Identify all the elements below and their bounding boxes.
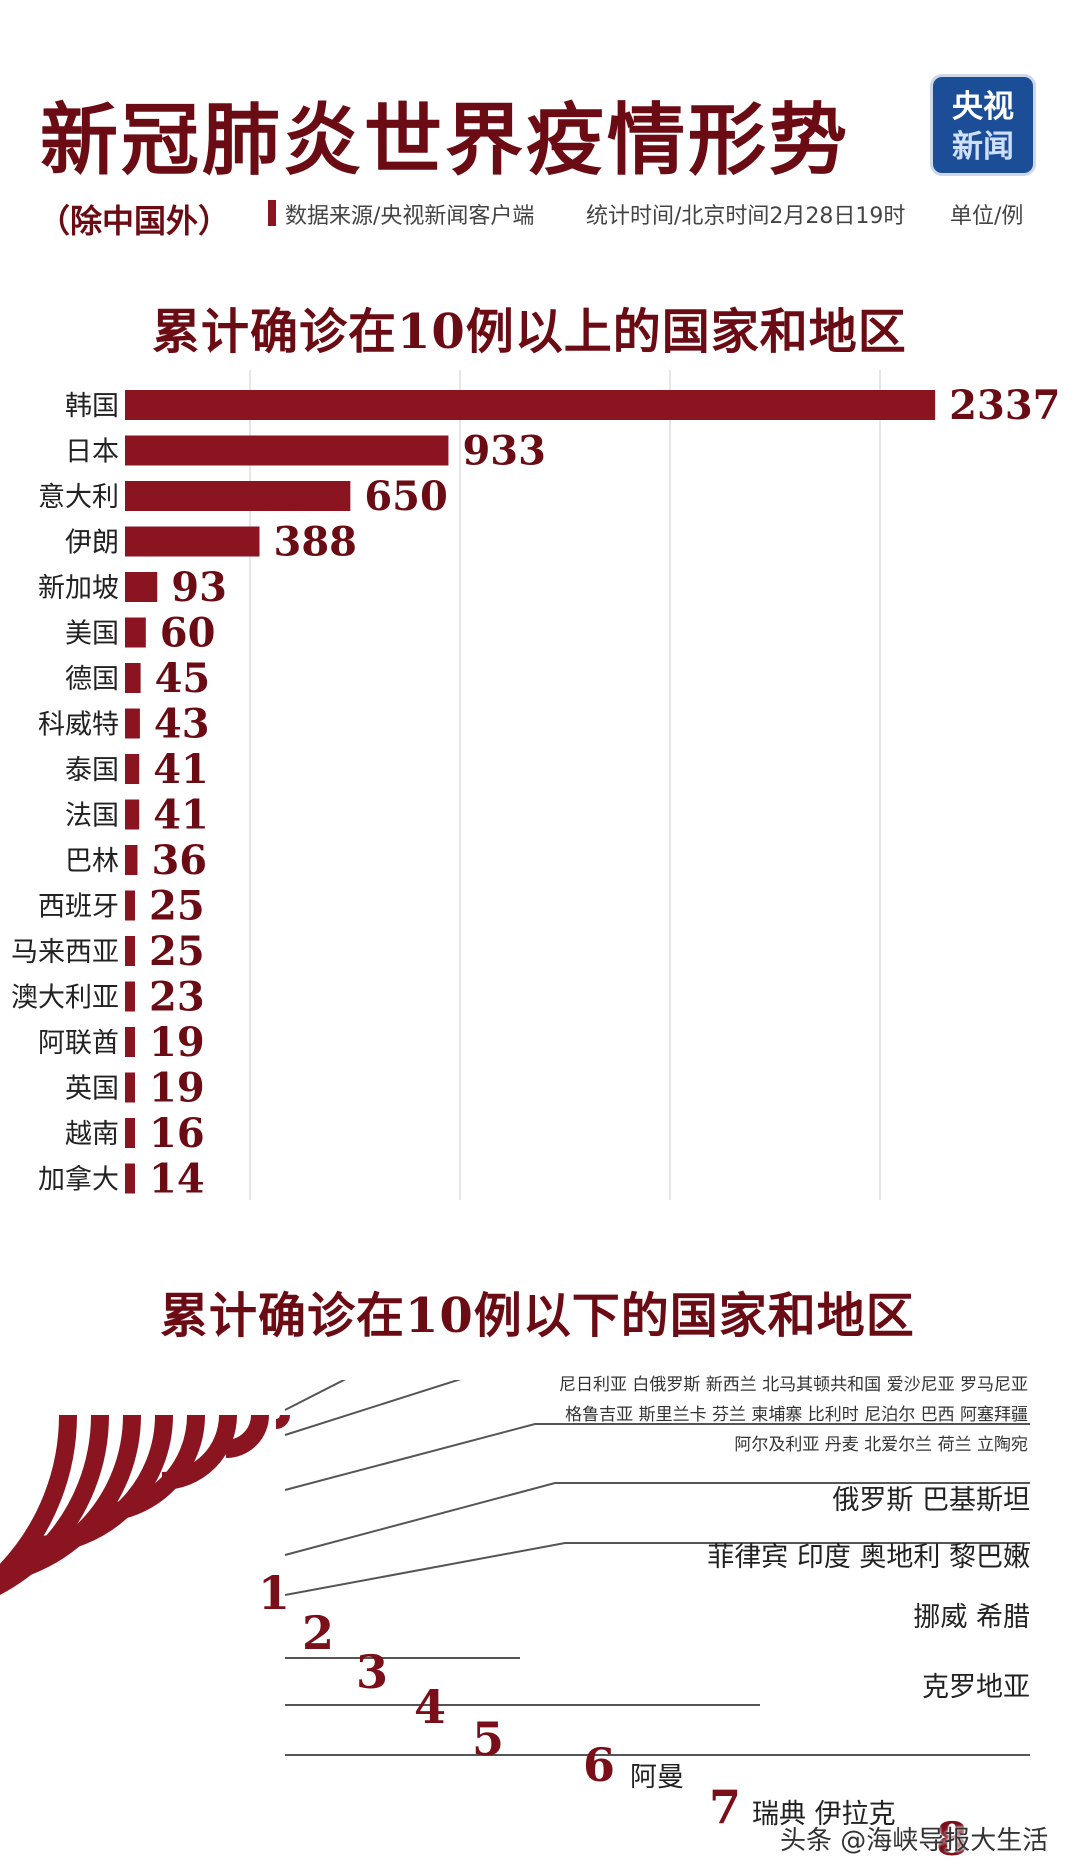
category-label-1: 日本 <box>65 437 119 468</box>
one-case-list-line-2: 格鲁吉亚 斯里兰卡 芬兰 柬埔寨 比利时 尼泊尔 巴西 阿塞拜疆 <box>565 1405 1028 1425</box>
bar-0 <box>125 390 936 420</box>
rank-3: 3 <box>356 1645 389 1699</box>
leader-line-3 <box>284 1423 1030 1491</box>
subtitle: （除中国外） <box>38 202 231 240</box>
arc-ring-2 <box>225 1414 269 1458</box>
bar-13 <box>125 981 135 1012</box>
category-label-15: 英国 <box>65 1074 119 1105</box>
leader-line-5 <box>284 1542 1030 1596</box>
category-label-4: 新加坡 <box>38 573 119 604</box>
bar-4 <box>125 572 158 602</box>
leader-lines <box>284 1380 1030 1756</box>
bar-10 <box>125 845 138 875</box>
category-label-0: 韩国 <box>65 391 119 422</box>
value-label-6: 45 <box>155 655 211 702</box>
bar-6 <box>125 663 141 693</box>
bar-11 <box>125 890 135 921</box>
rank-1: 1 <box>258 1566 291 1620</box>
arc-ring-7 <box>0 1414 109 1595</box>
bar-9 <box>125 799 140 830</box>
page-title: 新冠肺炎世界疫情形势 <box>40 95 851 186</box>
value-label-15: 19 <box>149 1065 205 1112</box>
value-label-5: 60 <box>160 610 216 657</box>
rank-4: 4 <box>414 1680 447 1734</box>
rank-7-countries: 瑞典 伊拉克 <box>752 1799 896 1830</box>
leader-line-2 <box>284 1380 462 1436</box>
arc-ring-1 <box>275 1414 290 1429</box>
bar-16 <box>125 1118 135 1148</box>
arc-ring-8 <box>0 1414 77 1589</box>
value-label-8: 41 <box>153 746 209 793</box>
watermark: 头条 @海峡导报大生活 <box>780 1826 1049 1856</box>
rank-6-countries: 阿曼 <box>630 1762 684 1793</box>
stat-time: 统计时间/北京时间2月28日19时 <box>586 204 906 229</box>
value-label-16: 16 <box>149 1110 205 1157</box>
bar-17 <box>125 1163 135 1194</box>
category-label-13: 澳大利亚 <box>11 983 119 1014</box>
bar-8 <box>125 754 140 784</box>
value-label-3: 388 <box>274 519 358 566</box>
category-label-2: 意大利 <box>38 482 119 513</box>
one-case-list-line-1: 尼日利亚 白俄罗斯 新西兰 北马其顿共和国 爱沙尼亚 罗马尼亚 <box>558 1375 1028 1395</box>
rank-7: 7 <box>709 1780 742 1834</box>
category-label-8: 泰国 <box>65 755 119 786</box>
data-source: 数据来源/央视新闻客户端 <box>285 204 535 229</box>
value-label-4: 93 <box>171 564 227 611</box>
value-label-11: 25 <box>149 883 205 930</box>
rank-8: 8 <box>936 1812 969 1866</box>
bar-5 <box>125 617 146 648</box>
rank-5: 5 <box>472 1712 505 1766</box>
bar-15 <box>125 1072 135 1103</box>
logo-line-1: 央视 <box>952 89 1014 125</box>
category-label-14: 阿联酋 <box>38 1028 119 1059</box>
value-label-0: 2337 <box>949 382 1060 429</box>
value-label-12: 25 <box>149 928 205 975</box>
value-label-10: 36 <box>151 837 207 884</box>
bar-14 <box>125 1027 135 1057</box>
category-label-11: 西班牙 <box>38 892 119 923</box>
unit-label: 单位/例 <box>950 204 1024 229</box>
value-label-17: 14 <box>149 1156 205 1203</box>
category-label-6: 德国 <box>65 664 119 695</box>
value-label-13: 23 <box>149 974 205 1021</box>
meta-divider <box>268 200 276 226</box>
value-label-7: 43 <box>154 701 210 748</box>
category-label-12: 马来西亚 <box>11 937 119 968</box>
rank-arc-diagram <box>0 1380 1030 1756</box>
section-2-title: 累计确诊在10例以下的国家和地区 <box>160 1288 915 1344</box>
rank-5-countries: 克罗地亚 <box>922 1672 1030 1703</box>
rank-3-countries: 菲律宾 印度 奥地利 黎巴嫩 <box>707 1542 1030 1573</box>
bar-7 <box>125 708 140 739</box>
category-label-10: 巴林 <box>65 846 119 877</box>
section-1-title: 累计确诊在10例以上的国家和地区 <box>152 304 907 360</box>
leader-line-1 <box>284 1380 347 1411</box>
logo-line-2: 新闻 <box>952 129 1014 165</box>
value-label-14: 19 <box>149 1019 205 1066</box>
category-label-3: 伊朗 <box>65 528 119 559</box>
rank-2-countries: 俄罗斯 巴基斯坦 <box>832 1485 1030 1516</box>
category-label-7: 科威特 <box>38 710 119 741</box>
bar-12 <box>125 936 135 966</box>
arc-rings <box>0 1414 290 1595</box>
bar-chart: 韩国 2337 日本 933 意大利 650 伊朗 388 新加坡 93 美国 60 德国 45 科威特 43… <box>11 370 1060 1203</box>
value-label-9: 41 <box>153 792 209 839</box>
bar-3 <box>125 526 260 557</box>
category-label-9: 法国 <box>65 801 119 832</box>
rank-2: 2 <box>302 1606 335 1660</box>
rank-6: 6 <box>583 1738 616 1792</box>
value-label-2: 650 <box>364 473 448 520</box>
cctv-news-logo: 央视 新闻 <box>930 74 1036 176</box>
one-case-list-line-3: 阿尔及利亚 丹麦 北爱尔兰 荷兰 立陶宛 <box>734 1435 1028 1455</box>
category-label-5: 美国 <box>65 619 119 650</box>
rank-4-countries: 挪威 希腊 <box>913 1602 1030 1633</box>
bar-1 <box>125 435 449 466</box>
bar-2 <box>125 481 351 511</box>
value-label-1: 933 <box>462 428 546 475</box>
leader-line-4 <box>284 1482 1030 1556</box>
category-label-16: 越南 <box>65 1119 119 1150</box>
category-label-17: 加拿大 <box>38 1165 119 1196</box>
